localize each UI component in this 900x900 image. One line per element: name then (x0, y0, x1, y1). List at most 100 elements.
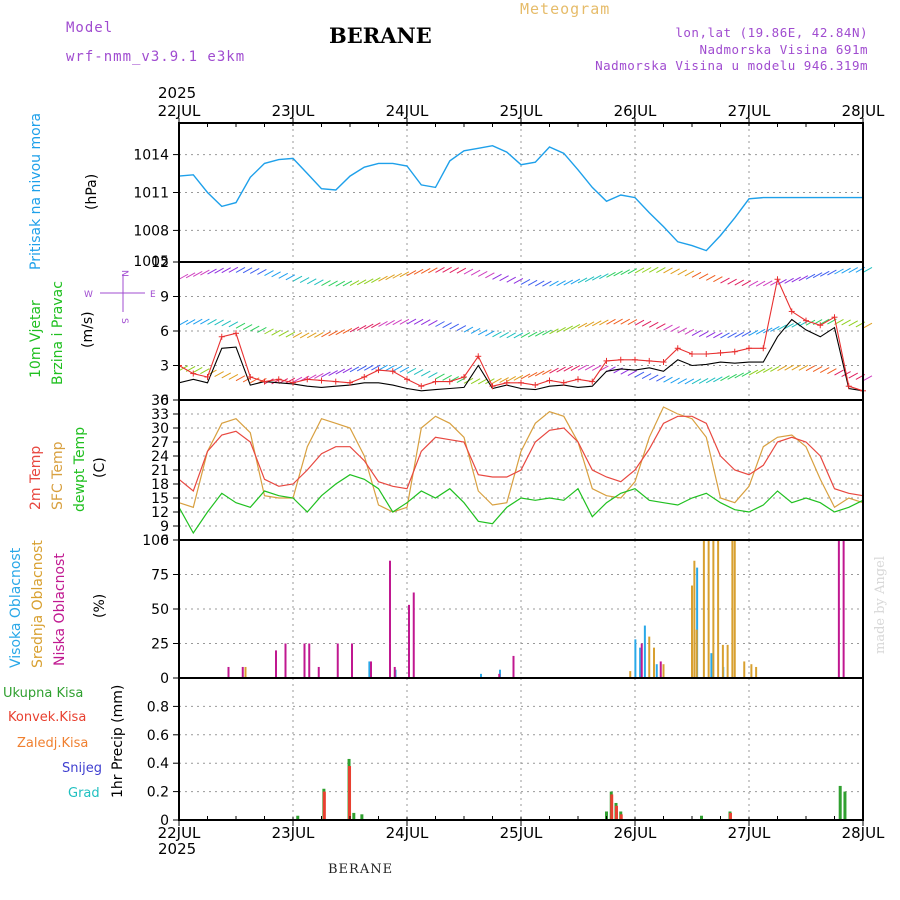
wind-arrow (592, 364, 602, 371)
wind-arrow (413, 369, 424, 376)
model-label: Model (66, 20, 114, 36)
wind-arrow (520, 332, 531, 339)
wind-arrow (214, 319, 224, 326)
wind-arrow (791, 276, 801, 283)
wind-arrow (421, 319, 431, 326)
wind-arrow (834, 369, 844, 376)
temp2m-line (178, 415, 864, 497)
wind-arrow (278, 330, 288, 337)
wind-arrow (812, 366, 823, 372)
y-tick-label: 25 (151, 637, 169, 653)
wind-arrow (563, 325, 573, 332)
wind-arrow (456, 325, 467, 331)
precip-bar (322, 791, 326, 820)
y-tick-label-partial: 1005 (133, 254, 169, 270)
wind-arrow (314, 332, 324, 338)
wind-arrow (285, 377, 296, 384)
wind-arrow (200, 269, 210, 276)
y-tick-label: 6 (160, 533, 169, 549)
wind-arrow (428, 267, 438, 274)
wind-arrow (634, 371, 645, 378)
wind-arrow (314, 373, 324, 379)
wind-arrow (542, 280, 552, 287)
wind-arrow (584, 276, 595, 283)
wind-arrow (741, 371, 752, 377)
wind-arrow (349, 326, 360, 333)
wind-arrow (335, 329, 345, 336)
wind-arrow (406, 367, 417, 374)
day-label-top: 23JUL (272, 102, 315, 120)
wind-arrow (862, 266, 873, 273)
precip-bar (728, 812, 732, 820)
wind-arrow (235, 375, 246, 382)
wind-arrow (242, 267, 253, 274)
wind-arrow (613, 318, 623, 325)
wind-arrow (691, 271, 702, 278)
wind-arrow (820, 318, 830, 325)
precip-bar (610, 794, 614, 820)
compass-w: W (84, 290, 93, 300)
wind-arrow (798, 275, 809, 282)
wind-arrow (214, 267, 224, 274)
wind-arrow (207, 318, 217, 325)
wind-arrow (449, 267, 459, 274)
wind-arrow (499, 275, 509, 282)
wind-arrow (321, 371, 331, 378)
wind-arrow (413, 268, 424, 275)
wind-arrow (535, 330, 545, 337)
y-tick-label: 36 (151, 393, 169, 409)
wind-arrow (278, 272, 288, 279)
wind-arrow (698, 273, 709, 280)
wind-arrow (292, 275, 303, 282)
wind-arrow (214, 371, 224, 377)
y-tick-label: 0.4 (147, 756, 169, 772)
wind-arrow (599, 319, 609, 326)
wind-arrow (820, 367, 830, 373)
wind-arrow (577, 364, 588, 371)
wind-arrow (520, 373, 531, 380)
wind-arrow (349, 366, 360, 373)
y-tick-label: 12 (151, 505, 169, 521)
y-tick-label: 0.2 (147, 785, 169, 801)
wind-arrow (770, 366, 780, 372)
wind-arrow (748, 280, 759, 287)
compass-e: E (150, 290, 156, 300)
wind-arrow (506, 332, 516, 339)
wind-arrow (299, 332, 310, 339)
wind-arrow (392, 365, 402, 372)
y-tick-label: 1008 (133, 223, 169, 239)
wind-arrow (663, 376, 673, 383)
wind-arrow (784, 364, 794, 371)
wind-arrow (492, 377, 502, 384)
day-label-bottom: 23JUL (272, 824, 315, 842)
legend-snow: Snijeg (62, 761, 102, 776)
wind-arrow (812, 272, 823, 279)
wind-arrow (193, 270, 203, 277)
wind-arrow (527, 331, 538, 338)
wind-arrow (784, 277, 794, 284)
compass-n: N (119, 270, 129, 277)
wind-arrow (406, 318, 417, 325)
wind-arrow (841, 319, 851, 326)
wind-arrow (691, 378, 702, 385)
y-tick-label: 21 (151, 463, 169, 479)
wind-arrow (285, 331, 296, 338)
wind-arrow (684, 378, 695, 385)
wind-arrow (428, 372, 438, 378)
wind-arrow (428, 320, 438, 326)
chart-kind-title: Meteogram (520, 0, 611, 18)
wind-arrow (748, 330, 759, 336)
wind-arrow (470, 269, 481, 276)
wind-arrow (641, 267, 652, 273)
wind-arrow (200, 368, 210, 375)
wind-arrow (506, 276, 516, 283)
compass-s: S (119, 318, 129, 324)
wind-arrow (649, 266, 659, 273)
wind-arrow (549, 280, 559, 287)
wind-arrow (527, 279, 538, 286)
wind-arrow (442, 266, 452, 273)
wind-arrow (720, 332, 730, 339)
wind-arrow (606, 271, 616, 278)
y-tick-label: 6 (160, 324, 169, 340)
y-tick-label: 1011 (133, 186, 169, 202)
